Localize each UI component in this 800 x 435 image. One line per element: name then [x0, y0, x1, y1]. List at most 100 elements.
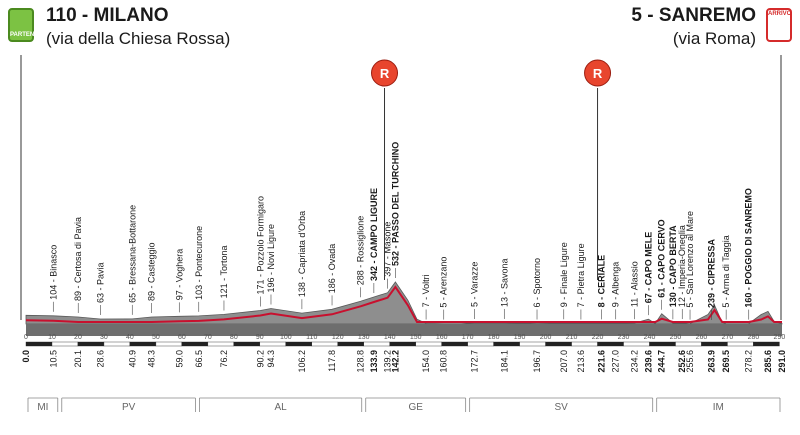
place-label: 9 - Finale Ligure — [559, 242, 569, 307]
place-label: 103 - Pontecurone — [194, 226, 204, 300]
refreshment-marker: R — [584, 59, 612, 280]
km-axis-segment — [259, 341, 286, 347]
km-axis-segment — [753, 341, 780, 347]
distance-label: 196.7 — [532, 350, 542, 373]
distance-label: 48.3 — [147, 350, 157, 368]
km-tick-label: 50 — [152, 334, 160, 341]
place-label: 13 - Savona — [499, 258, 509, 307]
climb-label: 160 - POGGIO DI SANREMO — [744, 188, 754, 308]
km-tick-label: 120 — [332, 334, 344, 341]
km-tick-label: 260 — [696, 334, 708, 341]
place-label: 11 - Alassio — [629, 261, 639, 307]
distance-label: 0.0 — [21, 350, 31, 363]
start-badge-label: PARTENZA — [10, 32, 43, 38]
start-flag-icon: PARTENZA — [8, 8, 43, 42]
km-axis-segment — [363, 341, 390, 347]
finish-location-title: 5 - SANREMO — [631, 5, 756, 26]
km-axis-segment — [155, 341, 183, 347]
km-axis-segment — [701, 341, 728, 347]
distance-label: 139.2 — [383, 350, 393, 373]
km-axis-segment — [467, 341, 494, 347]
distance-label: 66.5 — [194, 350, 204, 368]
distance-label: 133.9 — [369, 350, 379, 373]
km-tick-label: 220 — [592, 334, 604, 341]
distance-label: 184.1 — [499, 350, 509, 373]
km-axis-segment — [51, 341, 79, 347]
finish-location-subtitle: (via Roma) — [672, 29, 756, 48]
profile-base — [26, 324, 782, 336]
distance-label: 128.8 — [356, 350, 366, 373]
distance-label: 90.2 — [255, 350, 265, 368]
place-label: 186 - Ovada — [327, 244, 337, 294]
province-label: SV — [555, 402, 569, 413]
km-tick-label: 200 — [540, 334, 552, 341]
place-label: 121 - Tortona — [219, 246, 229, 299]
km-tick-label: 290 — [774, 334, 786, 341]
place-label: 5 - Varazze — [470, 262, 480, 307]
km-axis-segment — [519, 341, 546, 347]
province-label: PV — [122, 402, 136, 413]
distance-label: 263.9 — [707, 350, 717, 373]
km-axis-segment — [675, 341, 702, 347]
km-axis-segment — [623, 341, 650, 347]
km-tick-label: 100 — [280, 334, 292, 341]
route-line — [25, 285, 782, 323]
province-band: SV — [469, 397, 654, 413]
start-location-title: 110 - MILANO — [46, 5, 169, 26]
distance-label: 117.8 — [327, 350, 337, 372]
place-label: 89 - Certosa di Pavia — [73, 217, 83, 301]
place-labels: 104 - Binasco 89 - Certosa di Pavia 63 - P… — [48, 142, 753, 308]
place-label: 9 - Albenga — [611, 262, 621, 308]
km-tick-label: 180 — [488, 334, 500, 341]
place-label: 7 - Voltri — [421, 274, 431, 307]
km-axis-segment — [545, 341, 572, 347]
km-tick-label: 150 — [410, 334, 422, 341]
distance-label: 234.2 — [629, 350, 639, 373]
place-label: 89 - Casteggio — [147, 242, 157, 301]
refreshment-label: R — [380, 66, 390, 81]
province-band: IM — [656, 397, 781, 413]
km-axis-segment — [389, 341, 416, 347]
distance-label: 221.6 — [597, 350, 607, 373]
place-label: 5 - Arma di Taggia — [721, 235, 731, 307]
distance-label: 160.8 — [439, 350, 449, 373]
distance-label: 252.6 — [677, 350, 687, 373]
km-tick-label: 190 — [514, 334, 526, 341]
distance-label: 269.5 — [721, 350, 731, 373]
distance-label: 285.6 — [763, 350, 773, 373]
province-band: PV — [61, 397, 196, 413]
km-tick-label: 110 — [306, 334, 317, 341]
province-band: GE — [365, 397, 467, 413]
start-finish-guides — [20, 55, 782, 320]
distance-label: 20.1 — [73, 350, 83, 368]
km-axis-segment — [571, 341, 598, 347]
place-label: 196 - Novi Ligure — [266, 224, 276, 293]
km-tick-label: 280 — [748, 334, 760, 341]
province-label: IM — [713, 402, 724, 413]
km-tick-label: 90 — [256, 334, 264, 341]
km-axis-segment — [493, 341, 520, 347]
place-label: 12 - Imperia-Oneglia — [677, 225, 687, 307]
km-axis-segment — [207, 341, 235, 347]
km-axis-segment — [649, 341, 676, 347]
start-location-subtitle: (via della Chiesa Rossa) — [46, 29, 231, 48]
province-label: MI — [37, 402, 48, 413]
km-tick-label: 160 — [436, 334, 448, 341]
distance-label: 213.6 — [576, 350, 586, 373]
km-tick-label: 70 — [204, 334, 212, 341]
km-tick-label: 80 — [230, 334, 238, 341]
refreshment-icon — [584, 59, 612, 87]
km-axis-segment — [233, 341, 261, 347]
km-tick-label: 130 — [358, 334, 370, 341]
distance-label: 291.0 — [777, 350, 787, 373]
km-axis: 0 10 20 30 40 50 60 70 80 90 100 110 120 130 140 150 160… — [24, 334, 786, 347]
km-axis-segment — [337, 341, 364, 347]
distance-label: 154.0 — [421, 350, 431, 373]
km-axis-segment — [285, 341, 312, 347]
place-label: 104 - Binasco — [48, 245, 58, 300]
place-label: 63 - Pavia — [95, 262, 105, 303]
climb-label: 342 - CAMPO LIGURE — [369, 188, 379, 281]
distance-label: 278.2 — [744, 350, 754, 373]
place-label: 288 - Rossiglione — [356, 216, 366, 286]
place-label: 171 - Pozzolo Formigaro — [255, 196, 265, 295]
